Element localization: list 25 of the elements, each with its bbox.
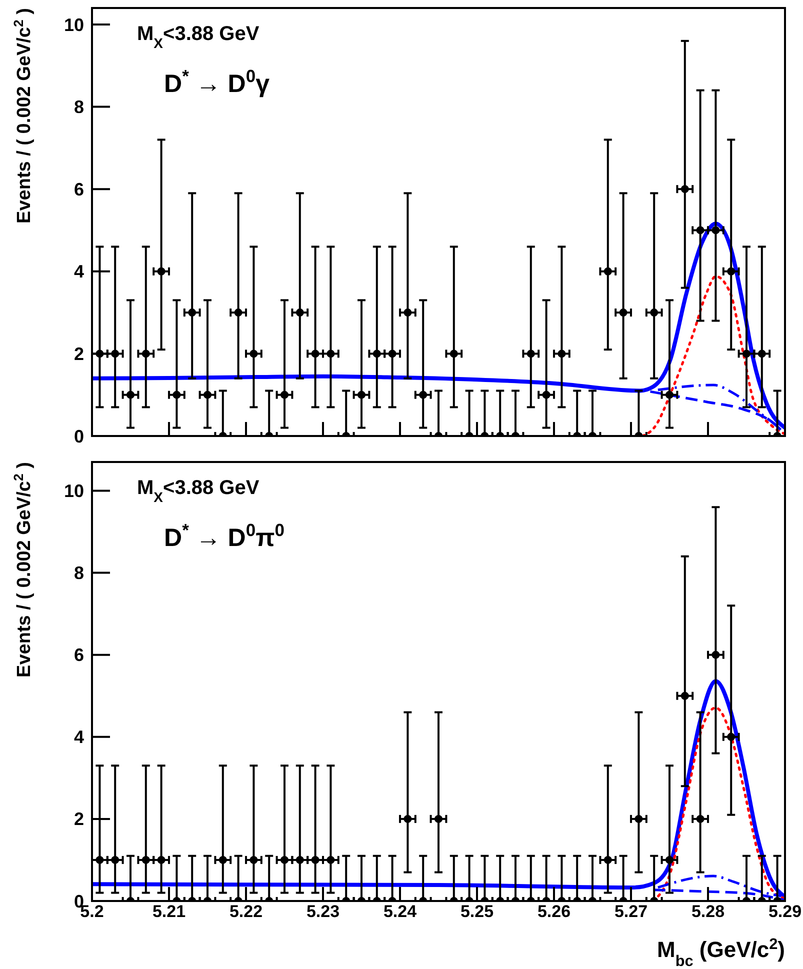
x-tick-label: 5.25	[460, 902, 494, 921]
x-tick-label: 5.26	[537, 902, 571, 921]
annotation: D$^{*}$ → D$^{0}$π$^{0}$	[164, 520, 285, 552]
y-tick-label: 10	[64, 481, 84, 502]
annotation: M$_{X}$<3.88 GeV	[137, 23, 260, 51]
annotation: D$^{*}$ → D$^{0}$γ	[164, 66, 270, 98]
x-tick-label: 5.29	[768, 902, 802, 921]
y-tick-label: 4	[74, 262, 84, 282]
y-tick-label: 2	[74, 344, 84, 364]
y-tick-label: 10	[64, 14, 84, 35]
x-tick-label: 5.22	[229, 902, 263, 921]
y-tick-label: 8	[74, 563, 84, 584]
y-tick-label: 6	[74, 645, 84, 666]
y-tick-label: 6	[74, 179, 84, 200]
y-tick-label: 2	[74, 809, 84, 830]
x-tick-label: 5.28	[691, 902, 725, 921]
y-tick-label: 4	[74, 727, 84, 748]
y-tick-label: 8	[74, 97, 84, 118]
x-tick-label: 5.21	[152, 902, 186, 921]
y-tick-label: 0	[74, 426, 84, 446]
x-tick-label: 5.27	[614, 902, 648, 921]
x-tick-label: 5.24	[383, 902, 418, 921]
x-tick-label: 5.23	[306, 902, 340, 921]
x-axis-title: M$_{bc}$ (GeV/c$^{2}$)	[657, 936, 785, 969]
annotation: M$_{X}$<3.88 GeV	[137, 477, 260, 505]
